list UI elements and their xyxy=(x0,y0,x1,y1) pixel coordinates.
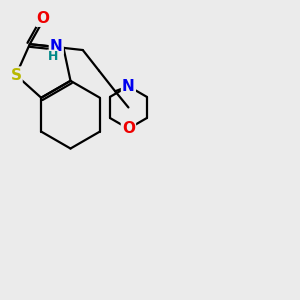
Text: N: N xyxy=(122,79,135,94)
Text: N: N xyxy=(50,39,63,54)
Text: O: O xyxy=(37,11,50,26)
Text: S: S xyxy=(11,68,22,82)
Text: H: H xyxy=(48,50,58,63)
Text: O: O xyxy=(122,121,135,136)
